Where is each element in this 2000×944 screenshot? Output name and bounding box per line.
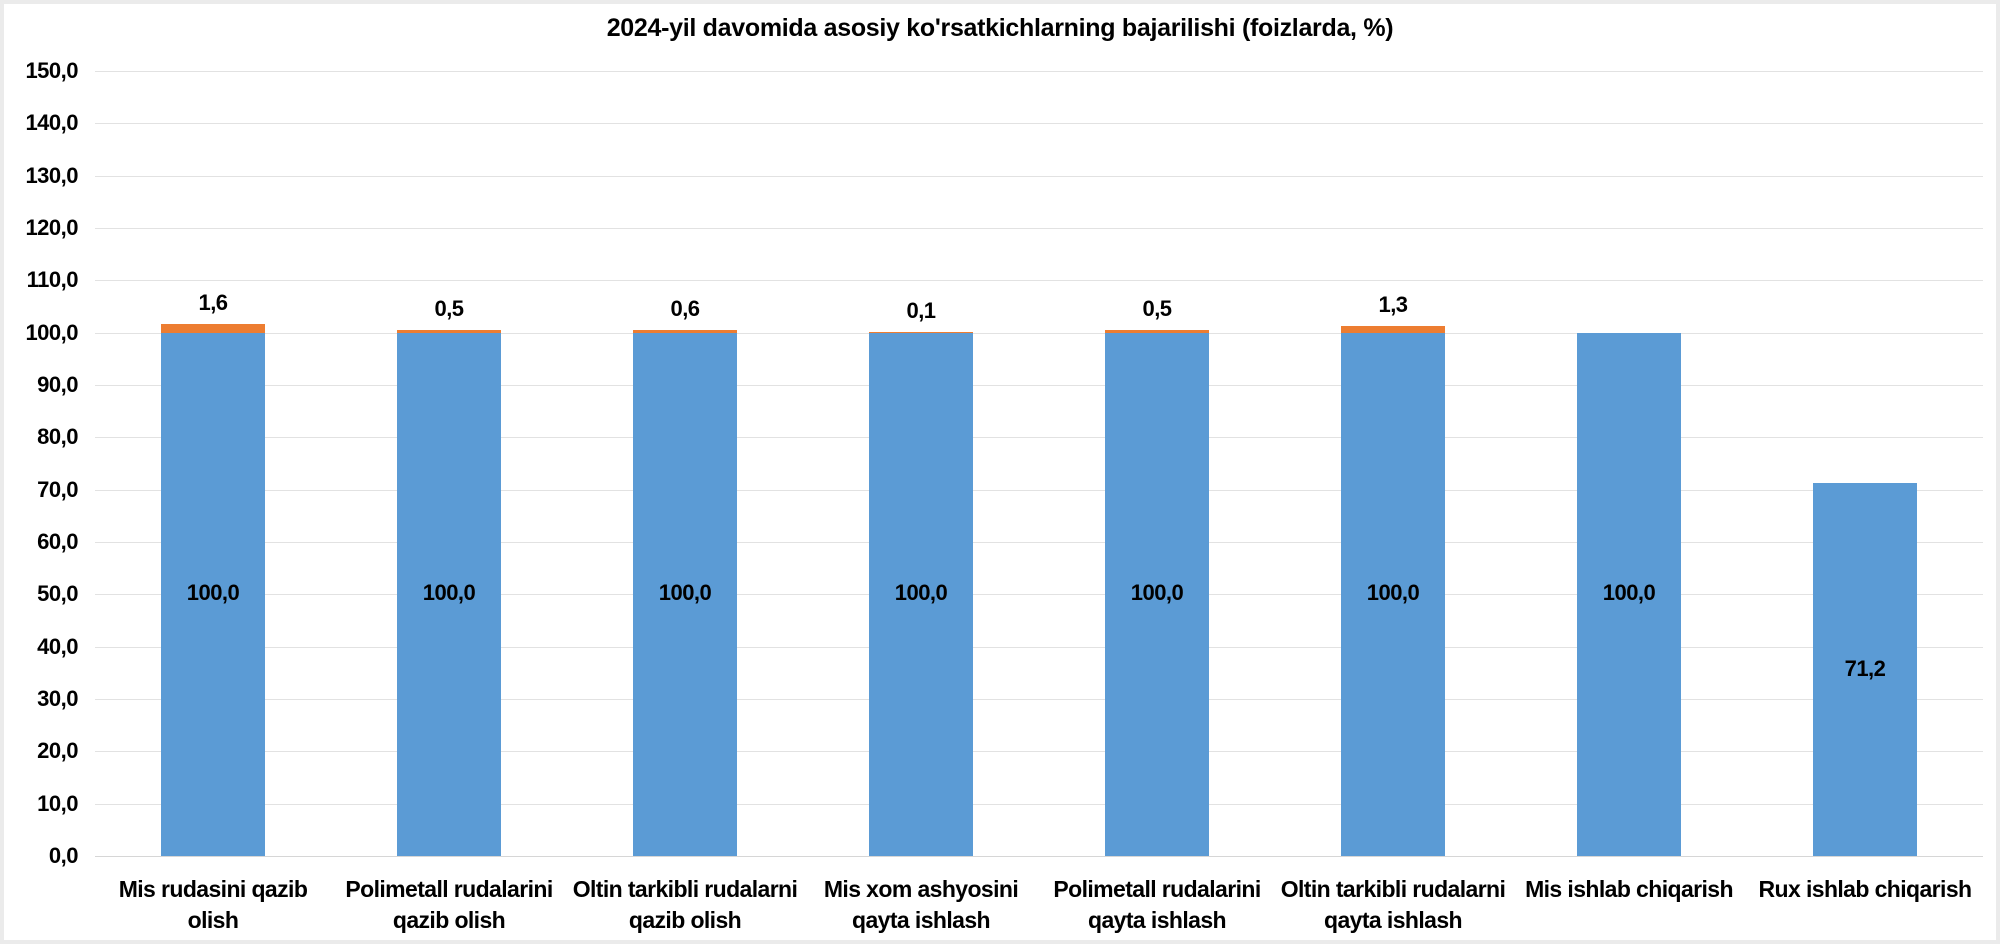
gridline xyxy=(95,699,1983,700)
y-tick-label: 100,0 xyxy=(25,319,78,345)
gridline xyxy=(95,280,1983,282)
bar-extra-label: 0,1 xyxy=(906,298,936,324)
gridline xyxy=(95,332,1983,334)
y-tick-label: 20,0 xyxy=(37,738,78,764)
chart-title: 2024-yil davomida asosiy ko'rsatkichlarn… xyxy=(606,14,1394,42)
y-tick-label: 90,0 xyxy=(37,372,78,397)
x-category-label-line: olish xyxy=(187,907,239,933)
gridline xyxy=(95,123,1983,125)
y-tick-label: 40,0 xyxy=(37,633,78,659)
gridline xyxy=(95,751,1983,753)
bar-extra-label: 0,6 xyxy=(670,295,700,321)
x-category-label-line: qayta ishlash xyxy=(852,907,991,933)
y-tick-label: 10,0 xyxy=(37,790,78,816)
x-category-label-line: Oltin tarkibli rudalarni xyxy=(572,876,798,902)
x-category-label-line: Mis ishlab chiqarish xyxy=(1525,876,1733,902)
bar-segment-extra xyxy=(1105,330,1209,333)
x-category-label: Oltin tarkibli rudalarni qazib olish xyxy=(545,874,825,936)
bar-value-label: 100,0 xyxy=(658,580,712,606)
y-tick-label: 150,0 xyxy=(25,58,78,83)
x-category-label-line: Mis rudasini qazib xyxy=(118,876,308,902)
bar-value-label: 100,0 xyxy=(422,580,476,606)
bar-segment-extra xyxy=(397,330,501,333)
bar-segment-base xyxy=(1813,483,1917,856)
gridline xyxy=(95,71,1983,72)
y-tick-label: 50,0 xyxy=(37,581,78,607)
gridline xyxy=(95,646,1983,648)
bar-segment-extra xyxy=(633,329,737,333)
bar-value-label: 100,0 xyxy=(186,580,240,606)
y-tick-label: 110,0 xyxy=(26,267,79,293)
x-category-label: Rux ishlab chiqarish xyxy=(1725,874,2000,905)
x-category-label-line: qayta ishlash xyxy=(1324,907,1463,933)
x-category-label: Polimetall rudalarini qazib olish xyxy=(309,874,589,936)
bar-segment-extra xyxy=(1341,325,1445,333)
x-category-label-line: Oltin tarkibli rudalarni xyxy=(1280,876,1506,902)
bar-value-label: 71,2 xyxy=(1844,655,1886,681)
y-tick-label: 70,0 xyxy=(37,476,78,502)
bar-value-label: 100,0 xyxy=(1602,580,1656,606)
gridline xyxy=(95,594,1983,596)
x-category-label-line: Polimetall rudalarini xyxy=(1053,876,1261,902)
plot-area: 100,0 1,6 100,0 0,5 100,0 0,6 100,0 0,1 100,0 0,5… xyxy=(95,71,1983,857)
x-category-label: Mis rudasini qazib olish xyxy=(73,874,353,936)
y-tick-label: 130,0 xyxy=(25,162,78,188)
bar-segment-base xyxy=(161,332,265,856)
bar-segment-base xyxy=(869,332,973,856)
bar-value-label: 100,0 xyxy=(894,580,948,606)
y-tick-label: 80,0 xyxy=(37,424,78,450)
x-category-label-line: Rux ishlab chiqarish xyxy=(1758,876,1973,902)
x-category-label: Mis ishlab chiqarish xyxy=(1489,874,1769,905)
y-tick-label: 120,0 xyxy=(25,215,78,240)
y-tick-label: 30,0 xyxy=(37,686,78,711)
y-tick-label: 60,0 xyxy=(37,529,78,554)
x-category-label-line: qazib olish xyxy=(628,907,742,933)
gridline xyxy=(95,437,1983,439)
bar-value-label: 100,0 xyxy=(1366,580,1420,606)
bar-extra-label: 1,3 xyxy=(1378,291,1408,317)
gridline xyxy=(95,803,1983,805)
bar-segment-extra xyxy=(161,324,265,333)
x-category-label: Oltin tarkibli rudalarni qayta ishlash xyxy=(1253,874,1533,936)
bar-extra-label: 1,6 xyxy=(198,290,228,316)
bar-extra-label: 0,5 xyxy=(434,296,464,322)
bar-segment-base xyxy=(1341,332,1445,856)
x-category-label-line: qazib olish xyxy=(392,907,506,933)
gridline xyxy=(95,228,1983,229)
bar-extra-label: 0,5 xyxy=(1142,296,1172,322)
x-category-label-line: Polimetall rudalarini xyxy=(345,876,553,902)
bar-segment-base xyxy=(397,332,501,856)
gridline xyxy=(95,489,1983,491)
bar-segment-base xyxy=(1577,332,1681,856)
x-category-label: Polimetall rudalarini qayta ishlash xyxy=(1017,874,1297,936)
gridline xyxy=(95,175,1983,177)
bar-segment-extra xyxy=(869,332,973,333)
x-category-label: Mis xom ashyosini qayta ishlash xyxy=(781,874,1061,936)
bar-value-label: 100,0 xyxy=(1130,580,1184,606)
x-axis-line xyxy=(95,856,1983,857)
y-tick-label: 140,0 xyxy=(25,110,78,136)
x-category-label-line: qayta ishlash xyxy=(1088,907,1227,933)
bar-segment-base xyxy=(1105,332,1209,856)
bar-segment-base xyxy=(633,332,737,856)
gridline xyxy=(95,385,1983,386)
y-tick-label: 0,0 xyxy=(48,843,79,868)
x-category-label-line: Mis xom ashyosini xyxy=(823,876,1019,902)
gridline xyxy=(95,542,1983,543)
